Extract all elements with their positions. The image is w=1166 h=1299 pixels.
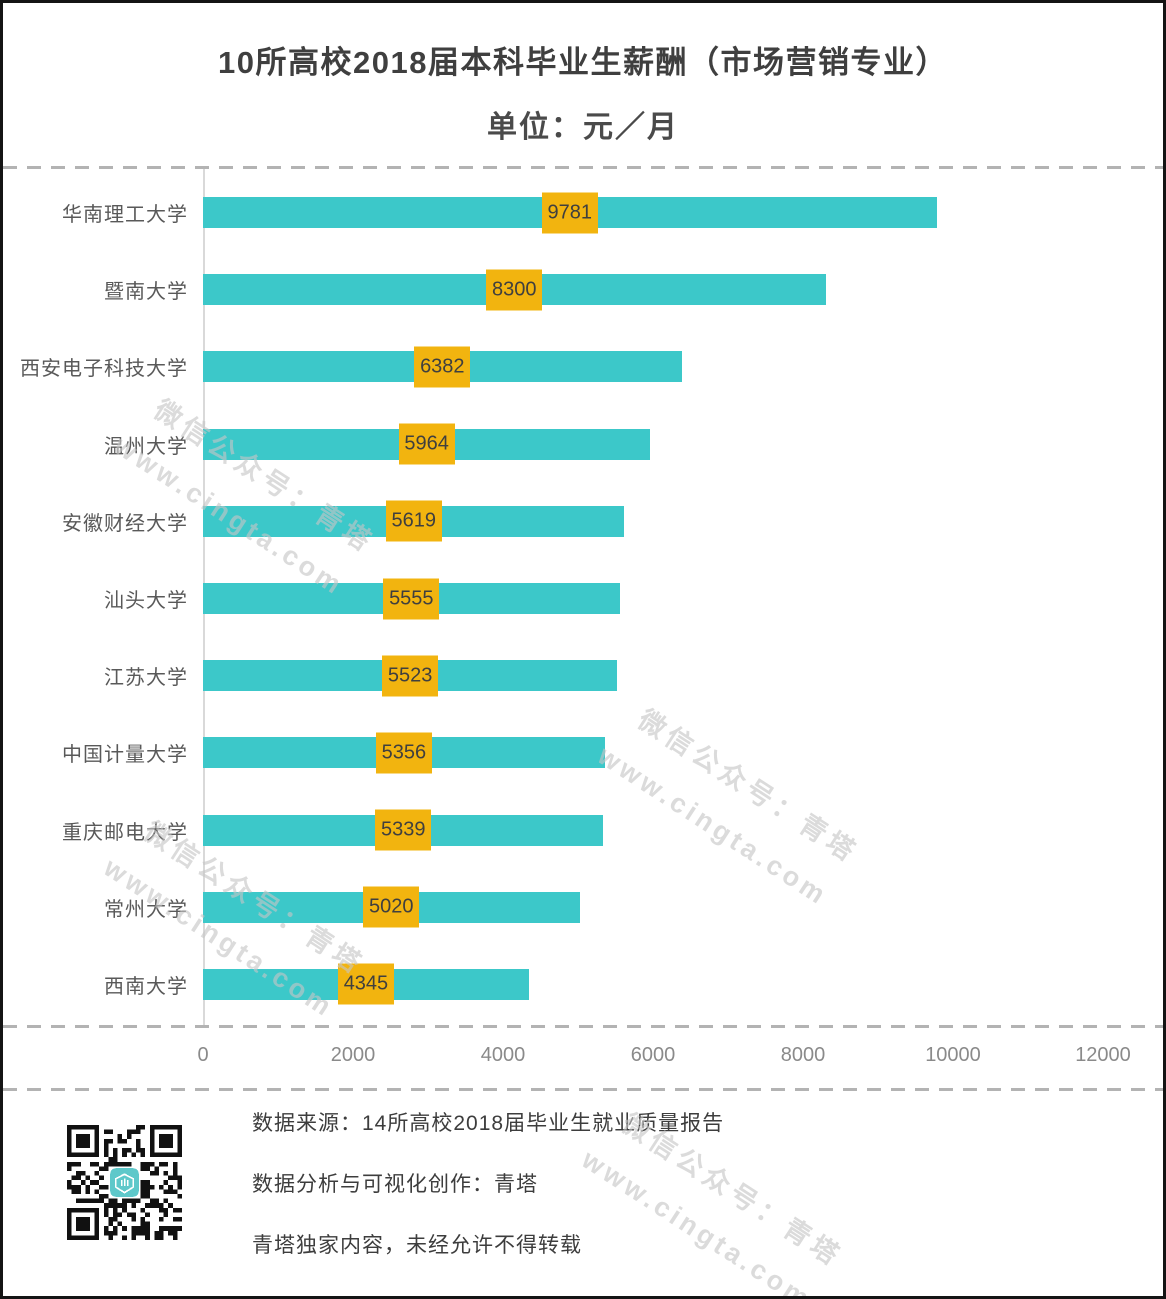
bar-track: 6382 xyxy=(203,346,1163,388)
footer: 数据来源：14所高校2018届毕业生就业质量报告 数据分析与可视化创作：青塔 青… xyxy=(3,1091,1163,1296)
category-label: 温州大学 xyxy=(104,435,188,458)
chart-header: 10所高校2018届本科毕业生薪酬（市场营销专业） 单位：元／月 xyxy=(3,3,1163,166)
category-label: 重庆邮电大学 xyxy=(62,821,188,844)
bar: 5555 xyxy=(203,578,620,620)
value-badge: 8300 xyxy=(486,269,543,311)
x-axis-tick: 10000 xyxy=(925,1044,981,1066)
dashed-divider-top xyxy=(3,166,1163,169)
footer-source: 数据来源：14所高校2018届毕业生就业质量报告 xyxy=(252,1112,725,1135)
bar-track: 8300 xyxy=(203,269,1163,311)
bar: 4345 xyxy=(203,963,529,1005)
bar-track: 5339 xyxy=(203,809,1163,851)
bar: 5964 xyxy=(203,423,651,465)
bar: 5356 xyxy=(203,732,605,774)
qr-wrap xyxy=(67,1125,182,1296)
value-badge: 5339 xyxy=(375,809,432,851)
dashed-divider-footer xyxy=(3,1088,1163,1091)
bar-track: 9781 xyxy=(203,192,1163,234)
category-label: 汕头大学 xyxy=(104,590,188,613)
qr-code-icon xyxy=(67,1125,182,1240)
bar-track: 5555 xyxy=(203,578,1163,620)
bar-row: 西南大学 4345 xyxy=(3,946,1163,1023)
bar-chart-plot: 华南理工大学 9781 暨南大学 8300 西安电子科技大学 6382 温州大学 5964 安徽… xyxy=(3,169,1163,1296)
bar-row: 常州大学 5020 xyxy=(3,869,1163,946)
x-axis-tick: 4000 xyxy=(480,1044,526,1066)
bar: 9781 xyxy=(203,192,937,234)
bar-row: 安徽财经大学 5619 xyxy=(3,483,1163,560)
x-axis-tick: 8000 xyxy=(780,1044,826,1066)
bar: 5523 xyxy=(203,655,618,697)
bar-row: 华南理工大学 9781 xyxy=(3,174,1163,251)
bar-track: 5964 xyxy=(203,423,1163,465)
bar-row: 温州大学 5964 xyxy=(3,406,1163,483)
x-axis: 0 2000 4000 6000 8000 10000 12000 xyxy=(3,1028,1163,1088)
value-badge: 5619 xyxy=(385,500,442,542)
bar: 5619 xyxy=(203,500,625,542)
value-badge: 9781 xyxy=(541,192,598,234)
bar-row: 江苏大学 5523 xyxy=(3,637,1163,714)
value-badge: 5020 xyxy=(363,886,420,928)
x-axis-tick: 0 xyxy=(197,1044,209,1066)
bar-row: 暨南大学 8300 xyxy=(3,251,1163,328)
value-badge: 5964 xyxy=(398,423,455,465)
category-label: 暨南大学 xyxy=(104,281,188,304)
chart-title: 10所高校2018届本科毕业生薪酬（市场营销专业） xyxy=(218,45,948,80)
category-label: 西南大学 xyxy=(104,975,188,998)
chart-unit-subtitle: 单位：元／月 xyxy=(487,111,679,144)
category-label: 中国计量大学 xyxy=(62,744,188,767)
value-badge: 6382 xyxy=(414,346,471,388)
bar-track: 5619 xyxy=(203,500,1163,542)
bar-row: 中国计量大学 5356 xyxy=(3,714,1163,791)
footer-credit: 数据分析与可视化创作：青塔 xyxy=(252,1173,538,1196)
footer-notice: 青塔独家内容，未经允许不得转载 xyxy=(252,1234,582,1257)
bar-track: 5523 xyxy=(203,655,1163,697)
category-label: 安徽财经大学 xyxy=(62,512,188,535)
bar-row: 重庆邮电大学 5339 xyxy=(3,792,1163,869)
x-axis-tick: 2000 xyxy=(330,1044,376,1066)
bar-row: 西安电子科技大学 6382 xyxy=(3,328,1163,405)
category-label: 常州大学 xyxy=(104,898,188,921)
bar-track: 5356 xyxy=(203,732,1163,774)
bar-track: 4345 xyxy=(203,963,1163,1005)
value-badge: 5523 xyxy=(382,655,439,697)
dashed-divider-axis xyxy=(3,1025,1163,1028)
bar: 8300 xyxy=(203,269,826,311)
bar: 6382 xyxy=(203,346,682,388)
bar-rows: 华南理工大学 9781 暨南大学 8300 西安电子科技大学 6382 温州大学 5964 安徽… xyxy=(3,169,1163,1023)
value-badge: 5356 xyxy=(375,732,432,774)
x-axis-tick: 6000 xyxy=(630,1044,676,1066)
value-badge: 5555 xyxy=(383,578,440,620)
value-badge: 4345 xyxy=(337,963,394,1005)
bar: 5020 xyxy=(203,886,580,928)
bar-track: 5020 xyxy=(203,886,1163,928)
category-label: 西安电子科技大学 xyxy=(20,358,188,381)
bar: 5339 xyxy=(203,809,604,851)
bar-row: 汕头大学 5555 xyxy=(3,560,1163,637)
footer-text: 数据来源：14所高校2018届毕业生就业质量报告 数据分析与可视化创作：青塔 青… xyxy=(252,1109,724,1296)
category-label: 华南理工大学 xyxy=(62,204,188,227)
category-label: 江苏大学 xyxy=(104,667,188,690)
x-axis-tick: 12000 xyxy=(1075,1044,1131,1066)
